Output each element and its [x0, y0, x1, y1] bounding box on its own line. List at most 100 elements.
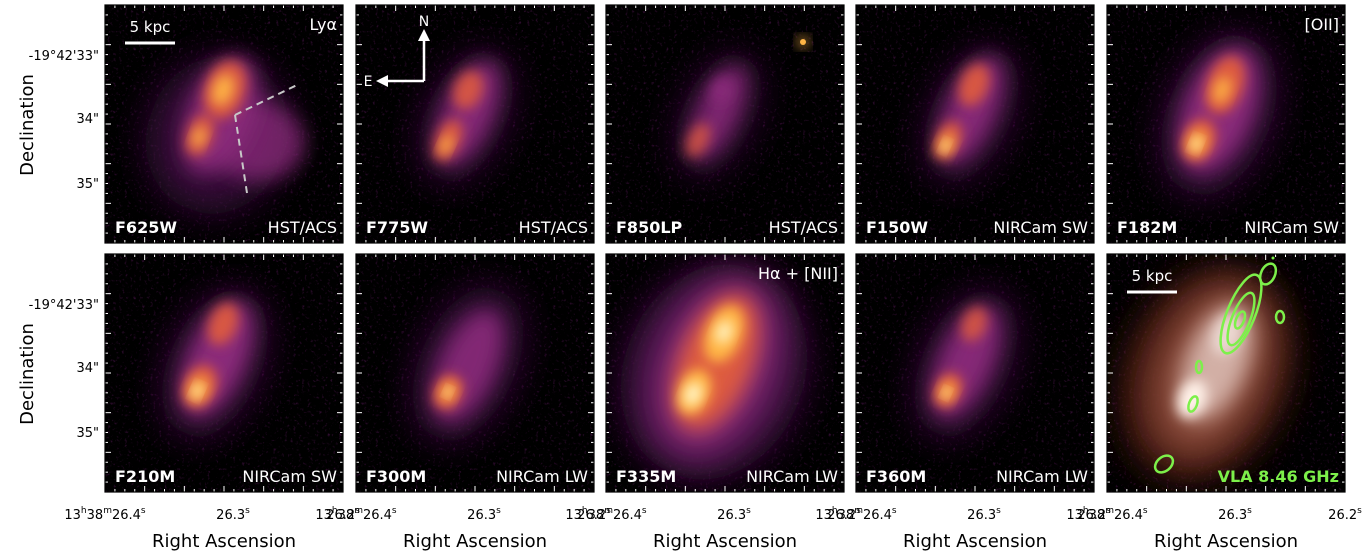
x-axis-label: Right Ascension: [152, 531, 296, 552]
galaxy-emission: [1191, 138, 1201, 150]
instrument-label: NIRCam SW: [1244, 218, 1339, 237]
x-axis-label: Right Ascension: [403, 531, 547, 552]
ra-tick-label: 13h38m26.4s: [565, 506, 647, 523]
ra-tick-label: 13h38m26.4s: [315, 506, 397, 523]
ra-tick-label: 26.2s: [577, 506, 611, 523]
ra-tick-label: 26.3s: [467, 506, 501, 523]
dec-tick-label: 35": [76, 426, 99, 441]
instrument-label: NIRCam LW: [746, 467, 838, 486]
galaxy-emission: [453, 70, 483, 110]
image-panel: F150W NIRCam SW: [855, 4, 1095, 244]
y-axis-label-top: Declination: [17, 74, 38, 176]
x-axis-label: Right Ascension: [903, 531, 1047, 552]
ra-tick-label: 26.3s: [967, 506, 1001, 523]
east-arrowhead: [376, 75, 388, 87]
star-point: [800, 39, 806, 45]
emission-line-label: Hα + [NII]: [758, 264, 838, 283]
x-axis-label: Right Ascension: [653, 531, 797, 552]
filter-label: F300M: [366, 467, 426, 486]
ra-tick-label: 26.3s: [1218, 506, 1252, 523]
image-panel: F360M NIRCam LW 13h38m26.4s 26.3s 26.2s Right…: [815, 253, 1111, 552]
galaxy-emission: [684, 382, 702, 406]
panel-frame: [104, 4, 344, 244]
filter-label: F625W: [115, 218, 177, 237]
contour-level: [1258, 262, 1278, 286]
dec-tick-label: 35": [76, 177, 99, 192]
galaxy-emission: [212, 74, 234, 106]
panel-frame: [355, 253, 595, 493]
panel-frame: [104, 253, 344, 493]
galaxy-emission: [192, 385, 202, 397]
galaxy-emission: [710, 76, 732, 104]
galaxy-emission: [960, 306, 988, 342]
image-panel: F335M NIRCam LW Hα + [NII] 13h38m26.4s 26.3s…: [565, 253, 861, 552]
north-label: N: [419, 14, 429, 30]
galaxy-emission: [207, 302, 239, 346]
scale-bar-label: 5 kpc: [130, 18, 171, 36]
ra-tick-label: 13h38m26.4s: [1066, 506, 1148, 523]
contour-level: [1219, 273, 1263, 355]
panel-frame: [1106, 253, 1346, 493]
contour-level: [1271, 256, 1275, 260]
filter-label: F210M: [115, 467, 175, 486]
compass: NE: [364, 14, 430, 90]
contour-level: [1194, 359, 1204, 375]
panel-frame: [855, 253, 1095, 493]
ra-tick-label: 26.3s: [216, 506, 250, 523]
radio-label: VLA 8.46 GHz: [1218, 467, 1339, 486]
image-panel: F182M NIRCam SW [OII]: [1106, 4, 1346, 244]
contour-level: [1226, 291, 1256, 347]
instrument-label: HST/ACS: [519, 218, 588, 237]
image-panel: VLA 8.46 GHz 5 kpc 13h38m26.4s 26.3s 26.2s Ri…: [1066, 253, 1362, 552]
filter-label: F335M: [616, 467, 676, 486]
galaxy-emission: [192, 127, 206, 147]
dec-tick-label: 34": [76, 361, 99, 376]
ra-tick-label: 13h38m26.4s: [64, 506, 146, 523]
galaxy-emission: [942, 389, 950, 397]
ra-tick-label: 26.2s: [1328, 506, 1362, 523]
radio-contours: [1153, 256, 1286, 474]
instrument-label: NIRCam LW: [996, 467, 1088, 486]
east-label: E: [364, 74, 373, 90]
galaxy-emission: [941, 141, 949, 151]
panels-grid: F625W HST/ACS Lyα 5 kpc -19°42'33" 34" 35" F775…: [29, 4, 1362, 552]
filter-label: F775W: [366, 218, 428, 237]
galaxy-emission: [715, 320, 733, 344]
instrument-label: NIRCam SW: [993, 218, 1088, 237]
contour-level: [1187, 395, 1199, 413]
filter-label: F850LP: [616, 218, 683, 237]
galaxy-emission: [444, 388, 452, 396]
contour-level: [1274, 309, 1286, 325]
panel-frame: [1106, 4, 1346, 244]
ra-tick-label: 26.3s: [717, 506, 751, 523]
contour-level: [1153, 454, 1175, 474]
filter-label: F182M: [1117, 218, 1177, 237]
image-panel: F625W HST/ACS Lyα 5 kpc -19°42'33" 34" 35": [29, 4, 344, 244]
panel-frame: [355, 4, 595, 244]
filter-label: F150W: [866, 218, 928, 237]
contour-level: [1233, 310, 1247, 330]
galaxy-emission: [439, 135, 453, 155]
image-panel: F210M NIRCam SW -19°42'33" 34" 35" 13h38m26.4…: [29, 253, 360, 552]
x-axis-label: Right Ascension: [1154, 531, 1298, 552]
galaxy-emission: [958, 63, 990, 107]
slit-line: [234, 114, 248, 194]
panel-frame: [605, 253, 845, 493]
ra-tick-label: 26.2s: [1077, 506, 1111, 523]
dec-tick-label: -19°42'33": [29, 49, 99, 64]
scale-bar-label: 5 kpc: [1132, 267, 1173, 285]
galaxy-emission: [686, 123, 710, 157]
instrument-label: HST/ACS: [268, 218, 337, 237]
emission-line-label: [OII]: [1304, 15, 1339, 34]
image-panel: F300M NIRCam LW 13h38m26.4s 26.3s 26.2s Right…: [315, 253, 611, 552]
panel-frame: [855, 4, 1095, 244]
ra-tick-label: 26.2s: [827, 506, 861, 523]
ra-tick-label: 13h38m26.4s: [815, 506, 897, 523]
instrument-label: NIRCam LW: [496, 467, 588, 486]
dec-tick-label: 34": [76, 112, 99, 127]
galaxy-emission: [1213, 76, 1231, 104]
ra-tick-label: 26.2s: [326, 506, 360, 523]
image-panel: F850LP HST/ACS: [605, 4, 845, 244]
